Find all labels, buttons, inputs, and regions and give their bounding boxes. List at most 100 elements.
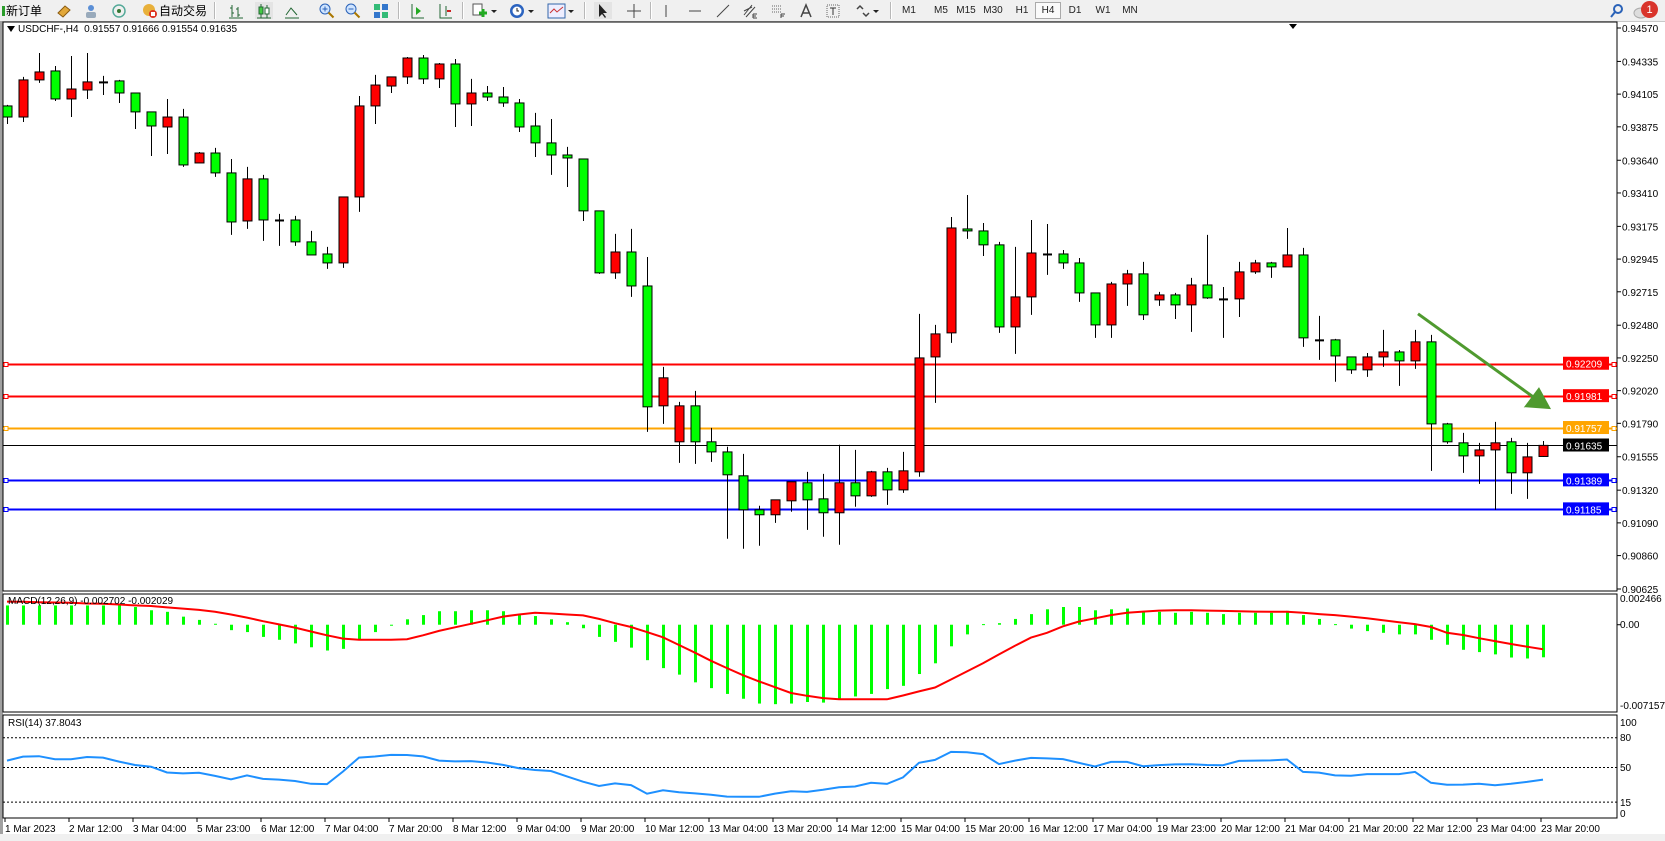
candle-body	[898, 470, 909, 491]
candle	[434, 62, 445, 89]
candle-body	[18, 79, 29, 118]
macd-histogram-bar	[902, 624, 905, 686]
price-axis-label: 0.92715	[1622, 288, 1659, 299]
time-axis-label: 10 Mar 12:00	[645, 824, 704, 835]
candle-body	[322, 253, 333, 264]
tile-windows-button[interactable]	[372, 2, 390, 19]
templates-button[interactable]	[545, 2, 577, 19]
text-button[interactable]	[797, 2, 815, 19]
candle	[146, 111, 157, 156]
candle-body	[770, 499, 781, 516]
horizontal-line-button[interactable]	[686, 2, 704, 19]
price-tag-label: 0.91389	[1566, 476, 1603, 487]
candle	[610, 233, 621, 279]
arrows-button[interactable]	[852, 2, 882, 19]
candle-body	[1506, 441, 1517, 474]
time-axis-label: 9 Mar 20:00	[581, 824, 635, 835]
candle	[1234, 261, 1245, 317]
trendline-icon	[716, 4, 730, 17]
candle	[530, 112, 541, 157]
timeframe-m15[interactable]: M15	[956, 5, 976, 16]
timeframe-m30[interactable]: M30	[983, 5, 1003, 16]
macd-histogram-bar	[182, 616, 185, 625]
macd-histogram-bar	[726, 624, 729, 694]
cursor-button[interactable]	[594, 2, 612, 19]
search-button[interactable]	[1608, 2, 1626, 19]
candle	[1282, 227, 1293, 268]
macd-histogram-bar	[1158, 611, 1161, 625]
candle-body	[610, 251, 621, 274]
fibonacci-fan-icon	[772, 5, 785, 18]
macd-histogram-bar	[1270, 612, 1273, 625]
candle	[674, 401, 685, 463]
price-axis-label: 0.92480	[1622, 321, 1659, 332]
time-axis-label: 6 Mar 12:00	[261, 824, 315, 835]
fibonacci-fan-button[interactable]	[770, 2, 788, 19]
fibonacci-expansion-button[interactable]	[741, 2, 759, 19]
macd-histogram-bar	[998, 623, 1001, 625]
candle-body	[882, 471, 893, 491]
candle	[1346, 356, 1357, 374]
candle	[1394, 349, 1405, 386]
line-chart-button[interactable]	[283, 2, 301, 19]
timeframe-d1[interactable]: D1	[1068, 5, 1082, 16]
timeframe-mn[interactable]: MN	[1122, 5, 1138, 16]
macd-histogram-bar	[1078, 607, 1081, 625]
macd-histogram-bar	[374, 624, 377, 633]
candle-body	[1346, 356, 1357, 371]
macd-histogram-bar	[214, 623, 217, 625]
navigator-button[interactable]	[82, 2, 100, 19]
chart-menu-triangle-icon[interactable]	[7, 25, 15, 33]
market-watch-button[interactable]	[55, 2, 73, 19]
macd-histogram-bar	[870, 624, 873, 694]
candle	[1106, 281, 1117, 338]
candle	[306, 230, 317, 256]
crosshair-button[interactable]	[625, 2, 643, 19]
vertical-line-button[interactable]	[657, 2, 675, 19]
signals-button[interactable]	[110, 2, 128, 19]
auto-trading-button[interactable]: 自动交易	[140, 2, 208, 19]
candlestick-button[interactable]	[255, 2, 273, 19]
timeframe-m5[interactable]: M5	[934, 5, 948, 16]
text-label-button[interactable]	[824, 2, 842, 19]
new-order-button[interactable]: 新订单	[2, 2, 42, 19]
zoom-in-button[interactable]	[318, 2, 336, 19]
periods-button[interactable]	[507, 2, 537, 19]
rsi-header: RSI(14) 37.8043	[8, 718, 82, 729]
price-tag	[1563, 389, 1609, 403]
candle	[450, 59, 461, 127]
new-chart-button[interactable]	[470, 2, 500, 19]
zoom-out-button[interactable]	[344, 2, 362, 19]
candle-body	[514, 102, 525, 128]
timeframe-m1[interactable]: M1	[902, 5, 916, 16]
candle	[50, 65, 61, 101]
timeframe-w1[interactable]: W1	[1095, 5, 1111, 16]
trend-arrow-head-icon	[1524, 387, 1551, 410]
macd-axis-label: -0.007157	[1620, 701, 1665, 712]
auto-scroll-icon	[439, 3, 452, 18]
macd-histogram-bar	[1126, 608, 1129, 625]
candle-body	[146, 111, 157, 127]
macd-histogram-bar	[294, 624, 297, 644]
candle-body	[258, 178, 269, 221]
timeframe-h4[interactable]: H4	[1035, 2, 1061, 19]
chart-shift-button[interactable]	[408, 2, 426, 19]
candle	[578, 158, 589, 221]
bar-chart-button[interactable]	[227, 2, 245, 19]
trendline-button[interactable]	[714, 2, 732, 19]
timeframe-h1[interactable]: H1	[1015, 5, 1029, 16]
candle	[402, 57, 413, 85]
rsi-panel	[2, 714, 1618, 819]
candle-body	[1490, 442, 1501, 451]
candle	[546, 119, 557, 175]
candle	[1154, 291, 1165, 306]
candle-body	[914, 357, 925, 473]
auto-scroll-button[interactable]	[436, 2, 454, 19]
candle-body	[386, 76, 397, 87]
candle	[1043, 223, 1052, 275]
macd-histogram-bar	[822, 624, 825, 703]
candle	[834, 444, 845, 545]
candle-body	[930, 333, 941, 358]
macd-histogram-bar	[38, 605, 41, 625]
